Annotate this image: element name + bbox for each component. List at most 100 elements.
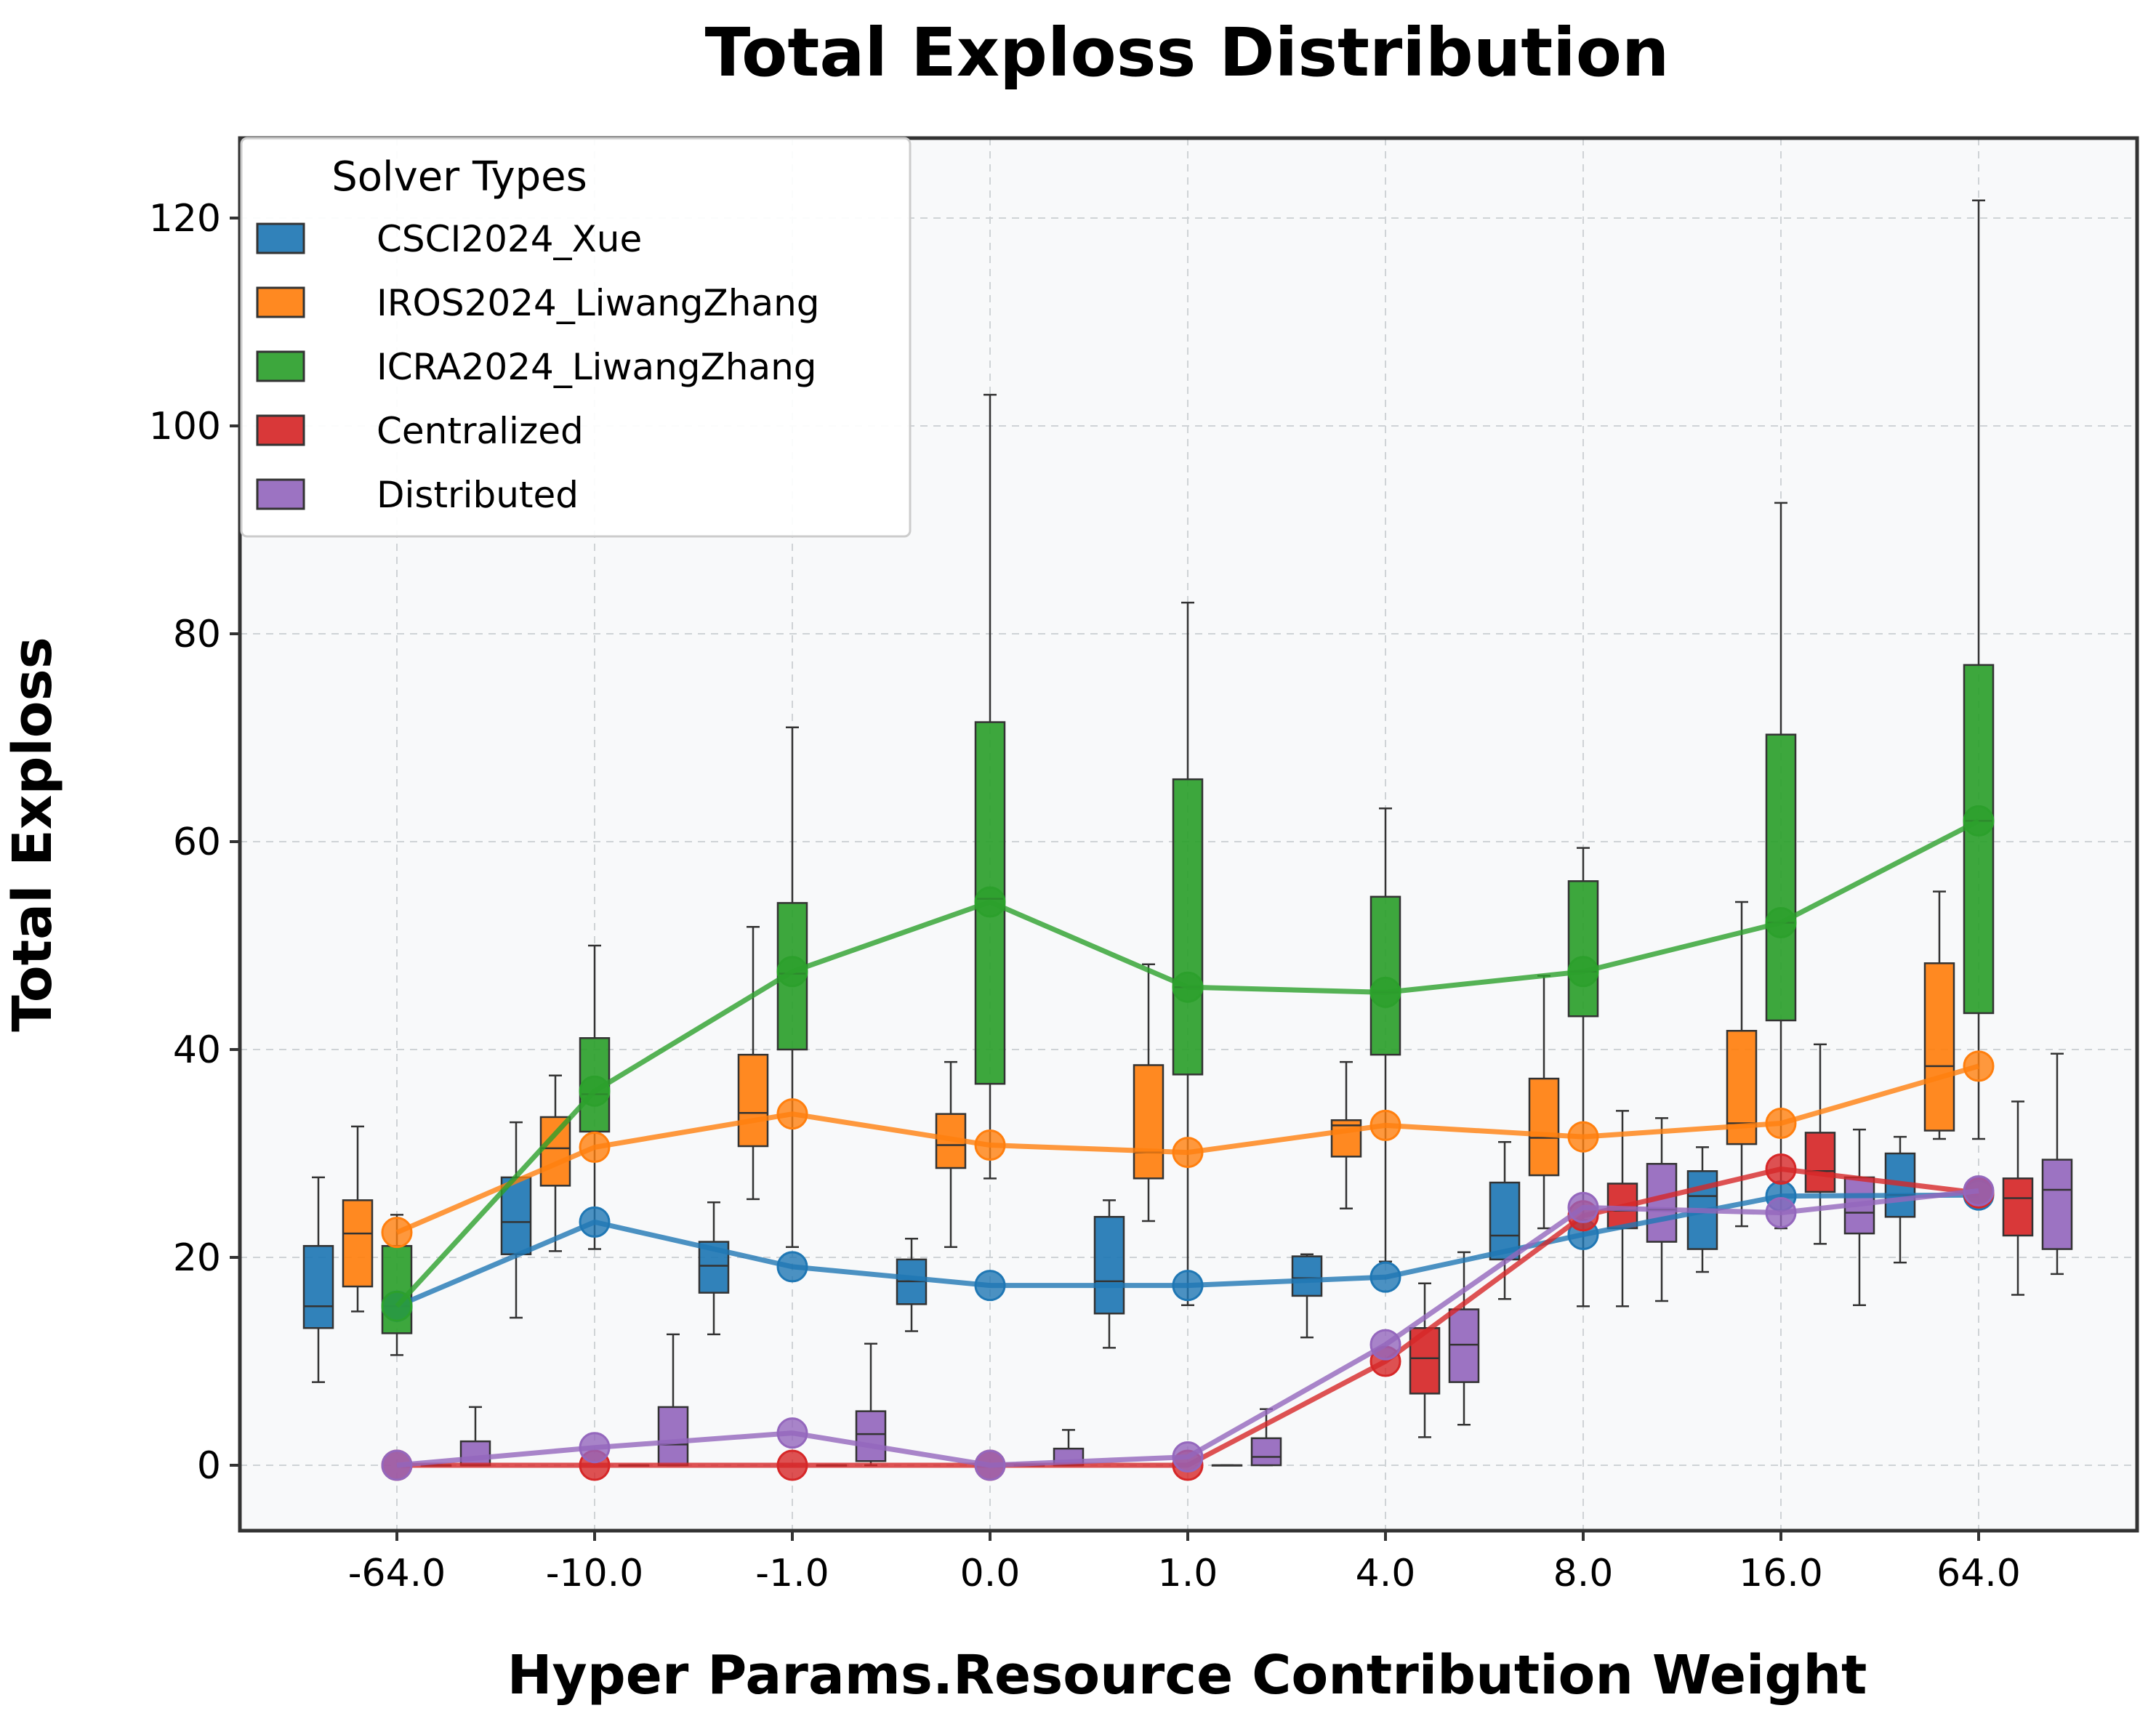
box-rect xyxy=(1291,1255,1323,1297)
box-rect xyxy=(1567,880,1599,1018)
legend-swatch xyxy=(256,478,305,510)
box xyxy=(1291,1253,1323,1339)
plot-border xyxy=(238,136,2139,1533)
mean-point xyxy=(1369,1109,1401,1141)
y-axis-ticks: 0 20 40 60 80 100 120 xyxy=(149,197,240,1488)
mean-lines xyxy=(381,805,1995,1481)
mean-point xyxy=(776,1449,808,1481)
box xyxy=(1093,1199,1125,1349)
legend-label: Centralized xyxy=(377,410,584,452)
box xyxy=(302,1176,334,1383)
y-tick-label: 100 xyxy=(149,405,221,448)
x-tick-label: -10.0 xyxy=(546,1552,644,1595)
box xyxy=(737,926,769,1201)
box-rect xyxy=(2041,1159,2073,1250)
x-axis-ticks: -64.0 -10.0 -1.0 0.0 1.0 4.0 8.0 16.0 64.0 xyxy=(348,1531,2021,1595)
y-tick-label: 120 xyxy=(149,197,221,241)
mean-point xyxy=(776,1098,808,1130)
mean-point xyxy=(1567,1121,1599,1153)
y-axis-label: Total Exploss xyxy=(1,637,64,1031)
box-rect xyxy=(2002,1177,2034,1237)
mean-point xyxy=(1765,1108,1797,1140)
box-rect xyxy=(342,1199,374,1288)
mean-point xyxy=(381,1290,413,1322)
box xyxy=(1172,601,1204,1307)
x-tick-label: 16.0 xyxy=(1739,1552,1823,1595)
box-rect xyxy=(1448,1308,1480,1383)
mean-point xyxy=(579,1432,611,1464)
legend-swatch xyxy=(256,414,305,446)
mean-point xyxy=(1369,1261,1401,1293)
box xyxy=(855,1342,887,1467)
mean-point xyxy=(1567,956,1599,988)
box xyxy=(539,1074,571,1252)
mean-point xyxy=(1963,805,1995,837)
x-tick-label: 1.0 xyxy=(1158,1552,1218,1595)
box xyxy=(896,1238,928,1332)
box xyxy=(1804,1043,1836,1245)
legend-label: IROS2024_LiwangZhang xyxy=(377,282,820,324)
mean-point xyxy=(1963,1050,1995,1082)
box xyxy=(1330,1060,1362,1210)
mean-point xyxy=(974,1129,1006,1161)
box-rect xyxy=(1963,664,1995,1015)
x-tick-label: -1.0 xyxy=(755,1552,829,1595)
box-rect xyxy=(737,1053,769,1148)
box-rect xyxy=(1923,962,1955,1132)
mean-point xyxy=(579,1075,611,1107)
mean-point xyxy=(776,956,808,988)
box-rect xyxy=(1093,1215,1125,1315)
y-tick-label: 40 xyxy=(173,1028,221,1072)
chart-title: Total Exploss Distribution xyxy=(705,14,1670,92)
box xyxy=(2041,1052,2073,1276)
mean-point xyxy=(1369,1329,1401,1361)
mean-point xyxy=(1963,1175,1995,1207)
mean-point xyxy=(776,1417,808,1449)
x-tick-label: 0.0 xyxy=(960,1552,1021,1595)
box-rect xyxy=(855,1410,887,1462)
x-tick-label: 4.0 xyxy=(1356,1552,1416,1595)
box xyxy=(1923,890,1955,1140)
box-rect xyxy=(302,1245,334,1329)
mean-point xyxy=(381,1449,413,1481)
box-rect xyxy=(657,1406,689,1467)
box xyxy=(1448,1251,1480,1426)
mean-point xyxy=(1172,1441,1204,1473)
mean-point xyxy=(1567,1191,1599,1223)
mean-point xyxy=(776,1251,808,1283)
mean-point xyxy=(381,1217,413,1249)
legend-swatch xyxy=(256,222,305,254)
mean-point xyxy=(1369,976,1401,1008)
mean-point xyxy=(974,1449,1006,1481)
box xyxy=(1963,199,1995,1140)
box xyxy=(1765,502,1797,1230)
mean-point xyxy=(1765,1153,1797,1185)
legend: Solver Types CSCI2024_Xue IROS2024_LiwangZ… xyxy=(240,137,912,538)
box-rect xyxy=(1804,1132,1836,1193)
mean-point xyxy=(1172,1270,1204,1302)
box xyxy=(2002,1100,2034,1296)
y-tick-label: 80 xyxy=(173,613,221,656)
mean-point xyxy=(1172,1137,1204,1169)
mean-point xyxy=(974,1270,1006,1302)
box-rect xyxy=(1133,1064,1165,1180)
x-tick-label: 64.0 xyxy=(1936,1552,2021,1595)
y-tick-label: 0 xyxy=(197,1444,221,1488)
x-tick-label: -64.0 xyxy=(348,1552,446,1595)
legend-label: Distributed xyxy=(377,474,579,516)
mean-point xyxy=(579,1131,611,1163)
box-rect xyxy=(539,1116,571,1187)
mean-point xyxy=(1765,907,1797,939)
box xyxy=(1369,807,1401,1262)
box-rect xyxy=(1250,1437,1282,1467)
legend-label: ICRA2024_LiwangZhang xyxy=(377,346,817,388)
legend-swatch xyxy=(256,286,305,318)
x-axis-label: Hyper Params.Resource Contribution Weigh… xyxy=(507,1644,1867,1707)
y-tick-label: 60 xyxy=(173,821,221,864)
box xyxy=(1133,963,1165,1222)
box-rect xyxy=(1528,1077,1560,1177)
mean-point xyxy=(1172,971,1204,1003)
box xyxy=(1211,1464,1243,1467)
y-tick-label: 20 xyxy=(173,1236,221,1280)
